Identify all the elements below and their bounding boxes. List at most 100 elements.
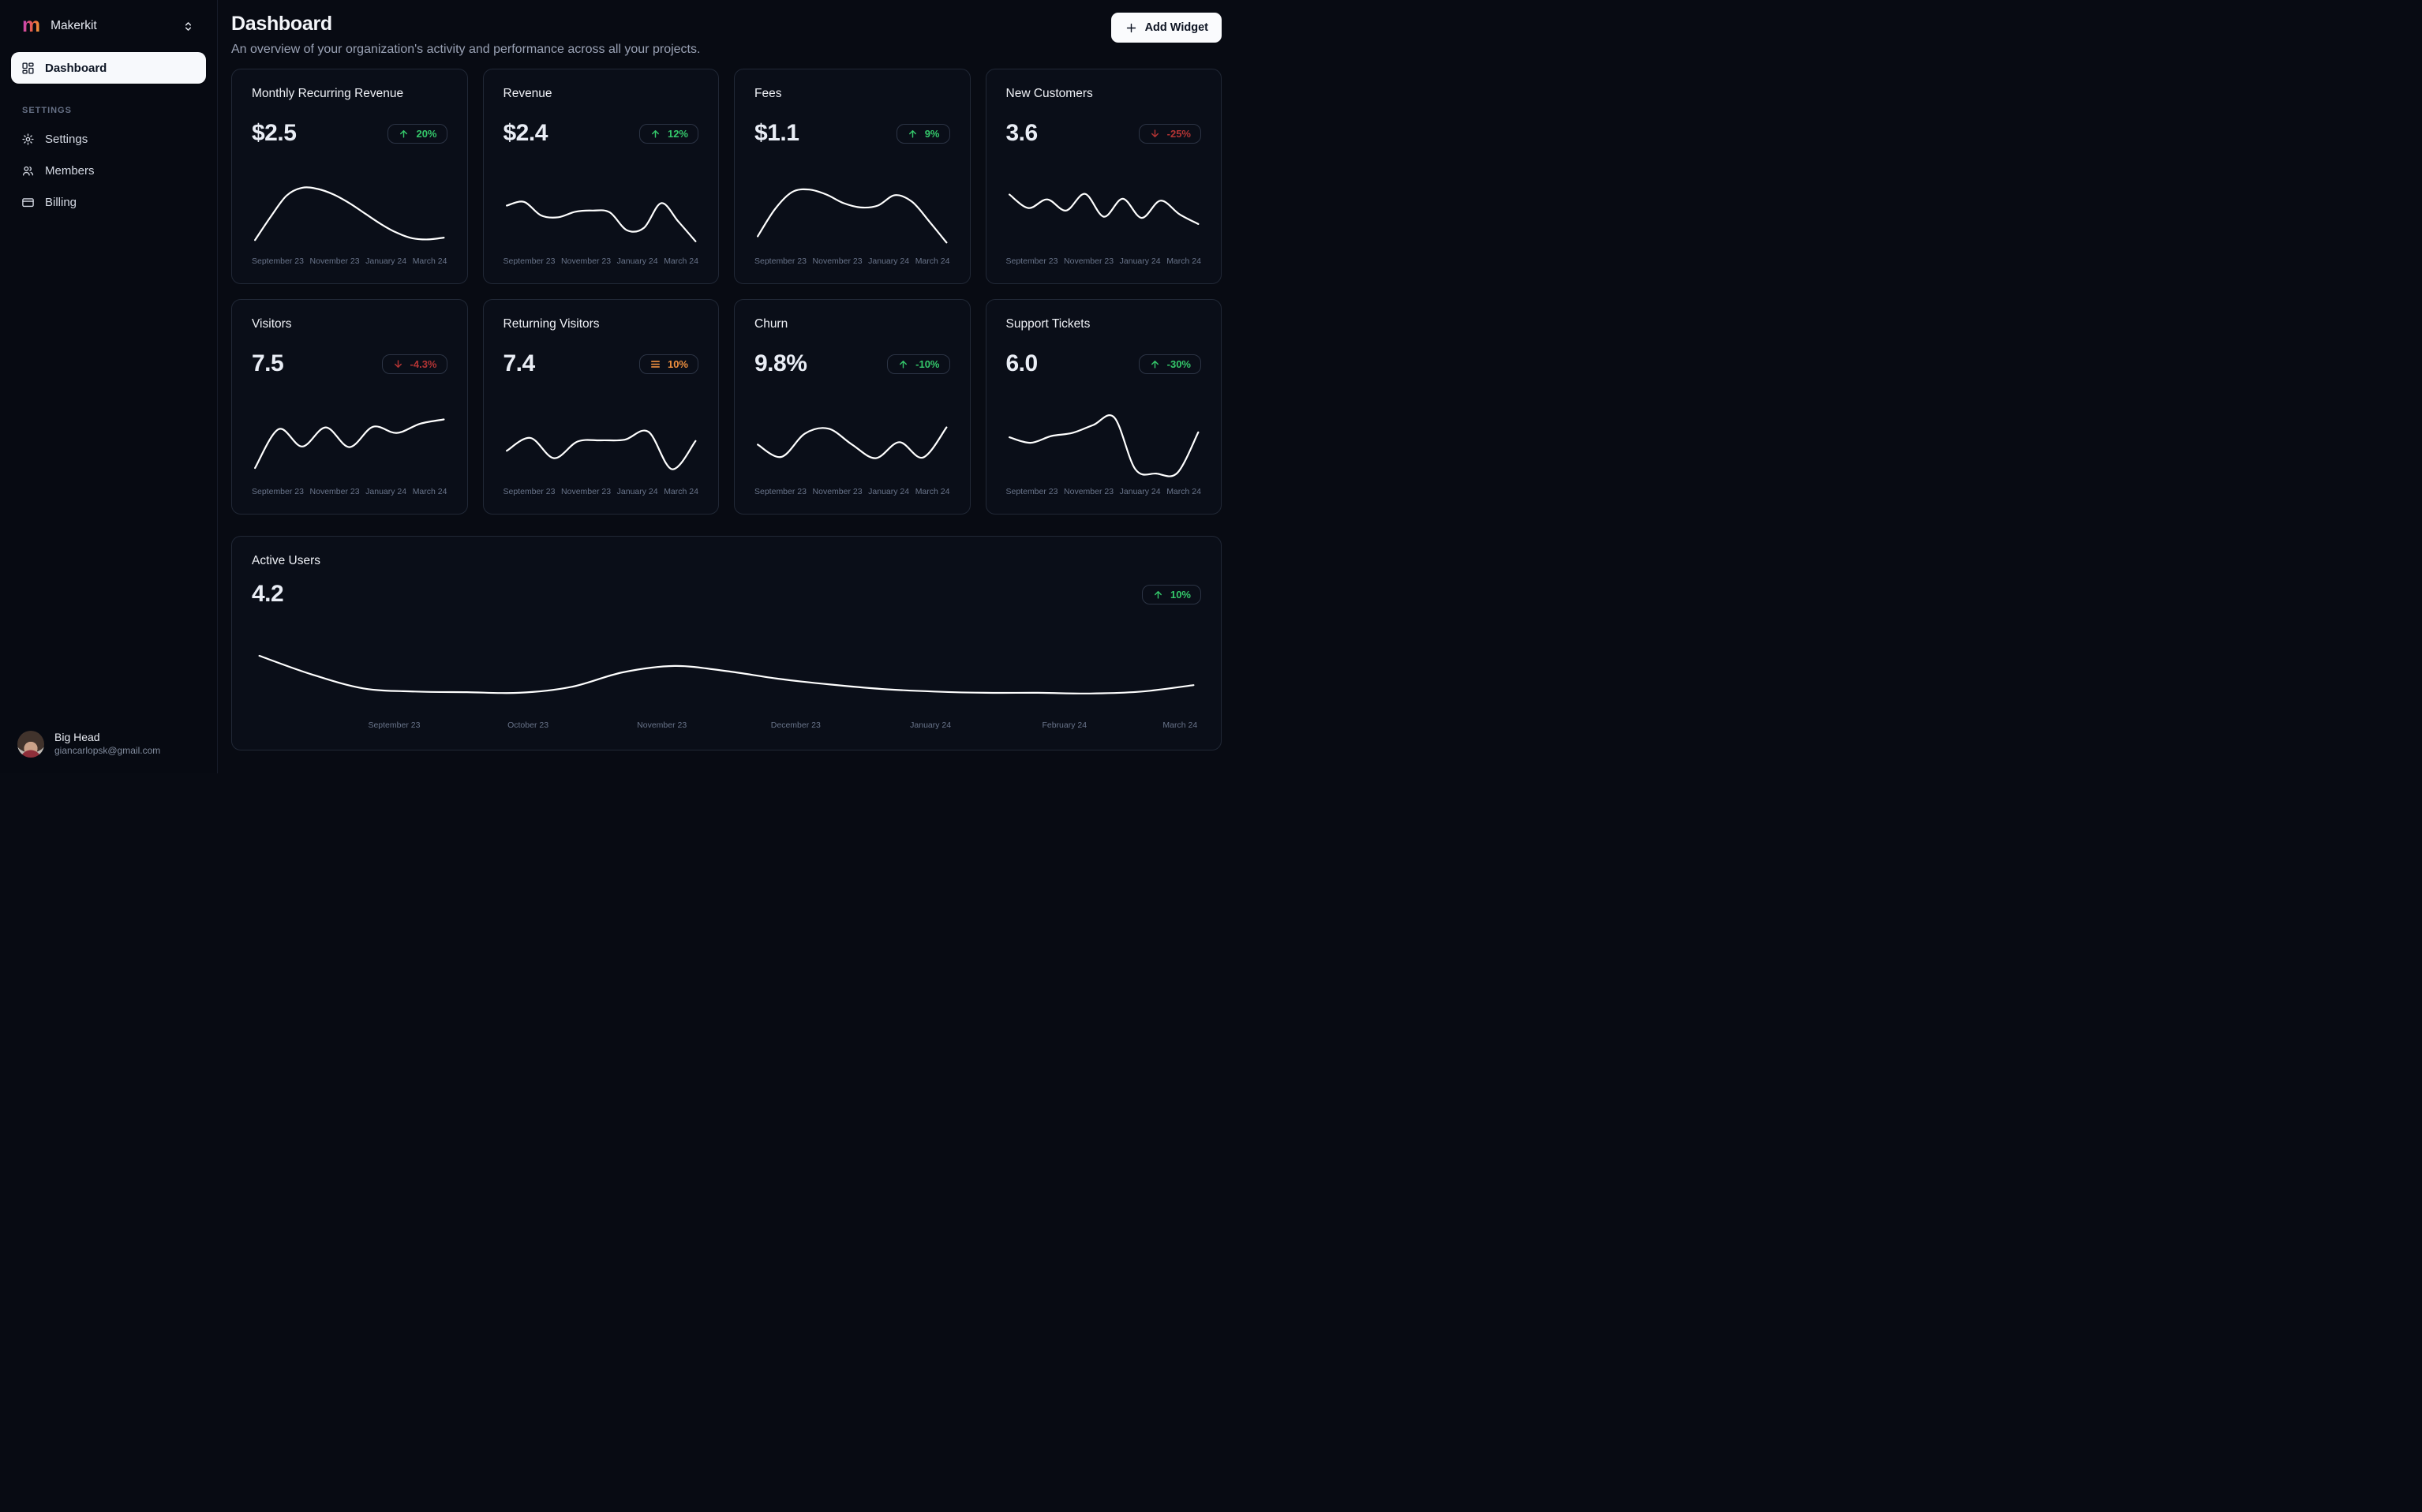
card-title: Returning Visitors [503,317,600,331]
makerkit-logo: m [22,13,41,36]
trend-badge: -30% [1138,354,1201,374]
x-axis-label: November 23 [1064,256,1114,266]
add-widget-button[interactable]: Add Widget [1110,13,1222,43]
trend-badge: 9% [896,123,950,144]
x-axis-label: September 23 [754,256,807,266]
card-value: 3.6 [1005,120,1039,146]
credit-card-icon [21,196,35,209]
stat-card: Revenue $2.4 12% September 23 [482,69,719,284]
x-axis-labels: September 23 November 23 January 24 Marc… [503,256,699,266]
x-axis-labels: September 23 November 23 January 24 Marc… [252,256,447,266]
card-title: New Customers [1005,87,1093,100]
workspace-selector[interactable]: m Makerkit [11,11,206,41]
arrow-up-icon [400,129,408,138]
trend-icon [1152,589,1164,601]
page-subtitle: An overview of your organization's activ… [231,43,701,56]
trend-value: 12% [667,127,688,140]
menu-lines-icon [650,360,660,368]
sparkline-chart [503,179,699,252]
main-content: Dashboard An overview of your organizati… [218,0,1237,773]
arrow-up-icon [908,129,916,138]
trend-badge: 10% [1141,584,1201,604]
x-axis-label: March 24 [915,256,950,266]
trend-icon [392,358,404,370]
users-icon [21,164,35,178]
card-value: 7.5 [252,350,284,376]
card-title: Fees [754,87,782,100]
x-axis-label: January 24 [365,256,407,266]
card-title: Churn [754,317,788,331]
x-axis-label: October 23 [507,720,549,730]
x-axis-label: November 23 [561,256,612,266]
dashboard-grid-icon [21,62,35,75]
trend-badge: -4.3% [381,354,447,374]
x-axis-label: January 24 [910,720,952,730]
x-axis-label: March 24 [1166,256,1201,266]
sparkline-chart [754,179,950,252]
x-axis-label: September 23 [754,487,807,496]
x-axis-label: March 24 [412,256,447,266]
x-axis-label: November 23 [309,487,360,496]
x-axis-labels: September 23 November 23 January 24 Marc… [252,487,447,496]
stat-card: Monthly Recurring Revenue $2.5 20% Sept [231,69,468,284]
sidebar-item-settings[interactable]: Settings [11,123,206,155]
trend-icon [649,358,661,370]
workspace-name: Makerkit [51,19,97,32]
x-axis-label: March 24 [664,256,698,266]
user-email: giancarlopsk@gmail.com [54,744,161,756]
stat-card: Churn 9.8% -10% September 23 [734,299,971,515]
x-axis-label: September 23 [503,256,556,266]
account-menu[interactable]: Big Head giancarlopsk@gmail.com [11,726,206,762]
x-axis-label: December 23 [770,720,821,730]
sidebar-item-dashboard[interactable]: Dashboard [11,52,206,84]
x-axis-label: January 24 [365,487,407,496]
x-axis-label: November 23 [561,487,612,496]
sparkline-chart [1006,410,1202,482]
x-axis-label: November 23 [812,256,863,266]
arrow-up-icon [652,129,659,138]
stat-card: New Customers 3.6 -25% September 23 [985,69,1222,284]
x-axis-label: November 23 [812,487,863,496]
card-value: 4.2 [252,581,284,607]
settings-section-heading: SETTINGS [22,106,72,115]
x-axis-label: March 24 [1162,720,1198,730]
x-axis-label: March 24 [412,487,447,496]
stat-card: Visitors 7.5 -4.3% September 23 [231,299,468,515]
trend-icon [649,128,661,140]
x-axis-label: September 23 [252,487,304,496]
sidebar-item-members[interactable]: Members [11,155,206,186]
arrow-down-icon [1151,129,1159,137]
x-axis-labels: September 23 November 23 January 24 Marc… [1006,487,1202,496]
arrow-down-icon [394,359,402,368]
card-title: Active Users [252,554,320,567]
card-value: 7.4 [503,350,536,376]
x-axis-label: September 23 [1005,487,1058,496]
trend-value: 9% [924,127,940,140]
card-value: 9.8% [754,350,807,376]
x-axis-labels: September 23 November 23 January 24 Marc… [754,256,950,266]
gear-icon [21,133,35,146]
trend-value: -4.3% [410,357,437,370]
trend-value: -25% [1166,127,1191,140]
trend-icon [907,128,919,140]
x-axis-labels: September 23 November 23 January 24 Marc… [503,487,699,496]
x-axis-labels: September 23 November 23 January 24 Marc… [1006,256,1202,266]
x-axis-label: March 24 [1166,487,1201,496]
x-axis-label: January 24 [616,256,658,266]
sparkline-chart [252,179,447,252]
trend-value: 10% [1170,588,1191,601]
sidebar: m Makerkit Dashboard SETTINGS Settings M… [0,0,218,773]
sidebar-item-label: Members [45,163,95,178]
x-axis-label: January 24 [868,256,910,266]
trend-value: -30% [1166,357,1191,370]
x-axis-label: November 23 [1064,487,1114,496]
card-value: $2.5 [252,120,297,146]
card-title: Monthly Recurring Revenue [252,87,404,100]
trend-badge: 20% [387,123,447,144]
sparkline-chart [252,410,447,482]
stats-grid: Monthly Recurring Revenue $2.5 20% Sept [231,69,1222,515]
stat-card: Fees $1.1 9% September 23 Nov [734,69,971,284]
x-axis-label: November 23 [637,720,687,730]
sidebar-item-billing[interactable]: Billing [11,186,206,218]
x-axis-label: November 23 [309,256,360,266]
